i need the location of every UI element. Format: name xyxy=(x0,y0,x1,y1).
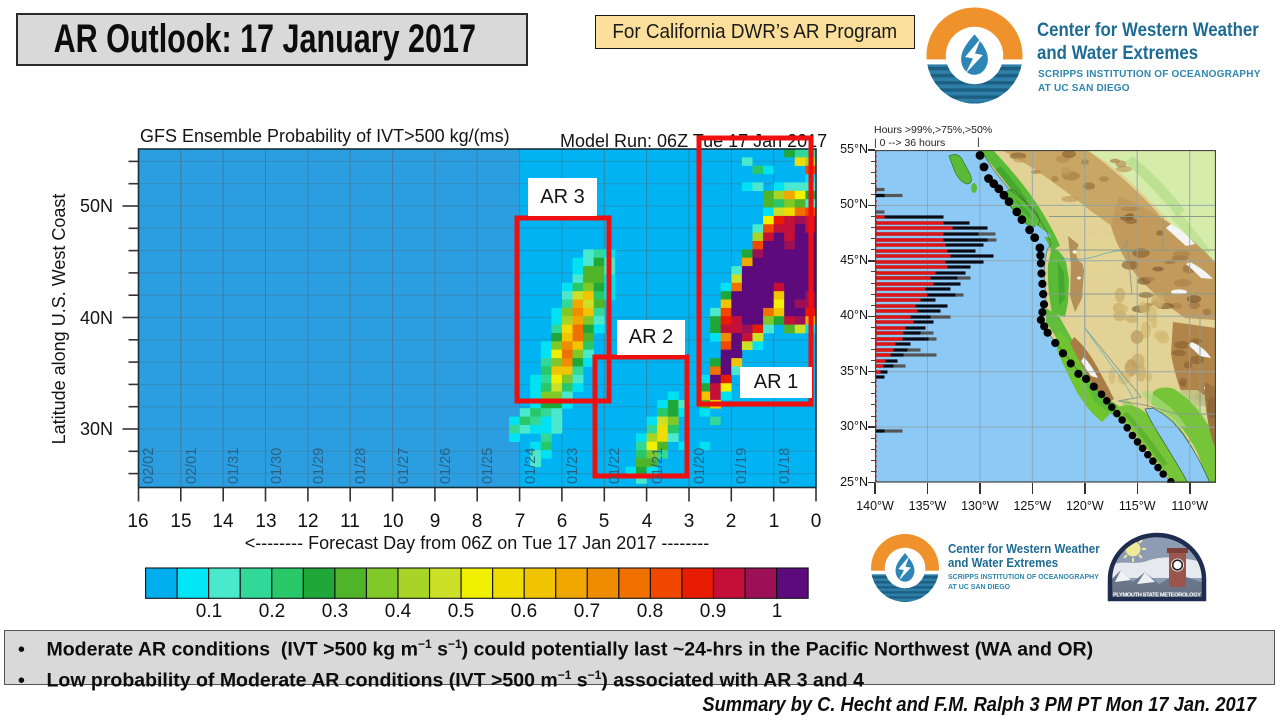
svg-text:PLYMOUTH STATE METEOROLOGY: PLYMOUTH STATE METEOROLOGY xyxy=(1113,593,1201,599)
